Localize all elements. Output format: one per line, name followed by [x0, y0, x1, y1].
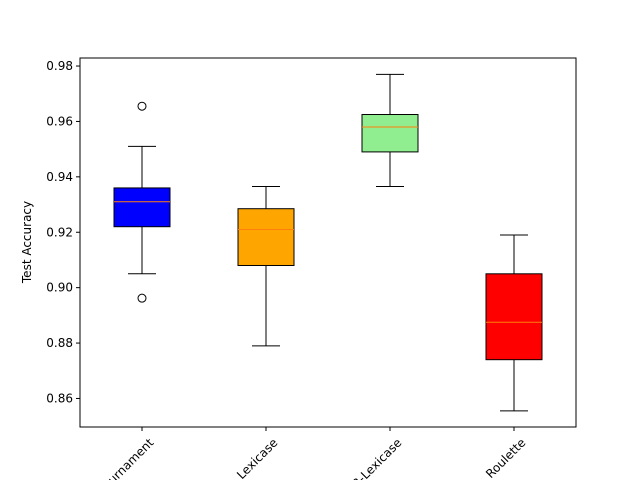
box-body: [485, 273, 543, 361]
box-b-lexicase: [361, 73, 419, 188]
box-body: [237, 208, 295, 266]
y-tick-label: 0.92: [46, 225, 73, 239]
box-roulette: [485, 234, 543, 412]
y-tick-label: 0.90: [46, 281, 73, 295]
y-axis-label: Test Accuracy: [20, 201, 34, 284]
y-tick-label: 0.98: [46, 59, 73, 73]
y-tick-label: 0.94: [46, 170, 73, 184]
box-body: [361, 114, 419, 153]
outlier-point: [137, 101, 147, 111]
box-tournament: [113, 101, 171, 303]
y-axis: 0.86 0.88 0.90 0.92 0.94 0.96 0.98: [46, 59, 80, 405]
plot-area: [113, 73, 543, 412]
y-tick-label: 0.86: [46, 391, 73, 405]
outlier-point: [137, 293, 147, 303]
y-tick-label: 0.96: [46, 114, 73, 128]
y-tick-label: 0.88: [46, 336, 73, 350]
box-body: [113, 187, 171, 228]
box-lexicase: [237, 186, 295, 347]
axes-frame: [79, 57, 577, 428]
